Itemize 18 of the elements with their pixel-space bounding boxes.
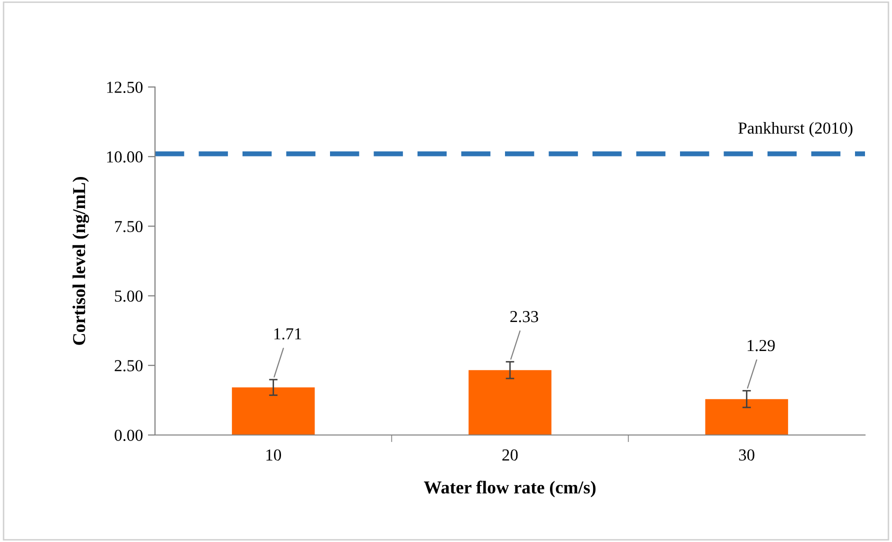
x-tick-label: 30	[739, 449, 754, 461]
y-tick-label: 10.00	[107, 151, 143, 163]
y-tick-label: 7.50	[115, 220, 143, 232]
x-tick-label: 10	[266, 449, 282, 461]
bar	[232, 387, 315, 435]
bar	[705, 399, 788, 435]
y-tick-label: 12.50	[107, 82, 143, 94]
y-axis-title: Cortisol level (ng/mL)	[72, 177, 90, 345]
y-tick-label: 0.00	[114, 430, 143, 442]
x-axis-title: Water flow rate (cm/s)	[424, 480, 596, 498]
data-label: 1.29	[748, 340, 775, 352]
y-tick-label: 5.00	[114, 290, 143, 302]
data-label: 2.33	[510, 311, 538, 322]
y-tick-label: 2.50	[114, 360, 143, 372]
ref-line-label: Pankhurst (2010)	[738, 122, 852, 138]
bar	[468, 370, 552, 435]
x-tick-label: 20	[502, 449, 518, 461]
data-label: 1.71	[274, 328, 302, 340]
